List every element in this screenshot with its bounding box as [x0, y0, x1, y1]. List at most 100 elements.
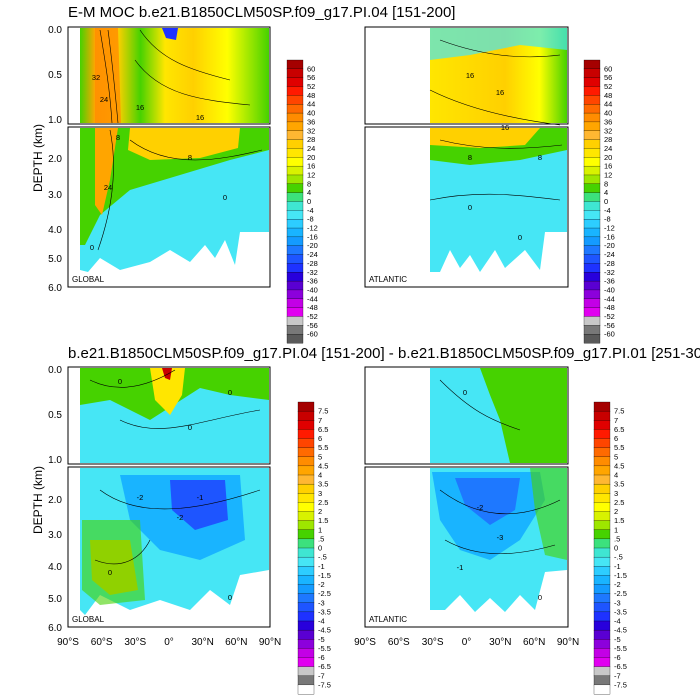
- ylabel-bottom: DEPTH (km): [31, 466, 45, 534]
- contour-line: [439, 379, 521, 431]
- colorbar-swatch: [297, 547, 315, 558]
- axis-ticks: 0.00.51.02.03.04.05.06.00.00.51.02.03.04…: [48, 25, 579, 648]
- colorbar-swatch: [297, 666, 315, 677]
- colorbar-label: 6: [318, 434, 322, 443]
- colorbar-swatch: [297, 483, 315, 494]
- colorbar-label: 5.5: [614, 443, 624, 452]
- colorbar-swatch: [583, 139, 601, 149]
- colorbar-swatch: [286, 121, 304, 132]
- colorbar-swatch: [583, 334, 601, 344]
- colorbar-label: -2.5: [614, 589, 627, 598]
- xtick-label: 0°: [164, 637, 174, 648]
- colorbar-label: -40: [604, 285, 615, 294]
- colorbar-label: -48: [307, 303, 318, 312]
- colorbar-swatch: [593, 420, 611, 430]
- colorbar-swatch: [286, 298, 304, 309]
- contour-label: -1: [457, 563, 464, 572]
- colorbar-swatch: [286, 192, 304, 202]
- contour-line: [119, 409, 261, 429]
- colorbar-swatch: [583, 174, 601, 185]
- colorbar-swatch: [286, 227, 304, 238]
- colorbar-label: 1: [318, 525, 322, 534]
- colorbar-swatch: [286, 112, 304, 123]
- colorbar-swatch: [297, 602, 315, 613]
- contour-label: 32: [92, 73, 100, 82]
- contour-line: [107, 29, 119, 124]
- colorbar-swatch: [593, 438, 611, 449]
- colorbar-swatch: [593, 474, 611, 485]
- colorbar-label: -2: [614, 580, 621, 589]
- atlantic-diff-panel-label: ATLANTIC: [369, 615, 407, 624]
- contour-label: 8: [116, 133, 120, 142]
- colorbar-swatch: [593, 629, 611, 640]
- colorbar-label: 4.5: [614, 461, 624, 470]
- colorbar-label: -1: [614, 562, 621, 571]
- colorbar-label: 3.5: [614, 480, 624, 489]
- colorbar-swatch: [593, 684, 611, 695]
- colorbar-label: 44: [604, 100, 612, 109]
- colorbar-swatch: [593, 401, 611, 412]
- colorbar-label: -16: [604, 232, 615, 241]
- colorbar-label: -1.5: [318, 571, 331, 580]
- colorbar-label: -4.5: [318, 626, 331, 635]
- colorbar-swatch: [583, 254, 601, 264]
- colorbar-swatch: [286, 307, 304, 317]
- global-mean-upper-blue-cell: [162, 28, 178, 40]
- contour-line: [99, 489, 261, 510]
- ytick-label: 2.0: [48, 495, 62, 506]
- colorbar-label: .5: [614, 534, 620, 543]
- colorbar-label: 0: [307, 197, 311, 206]
- atlantic-diff-lower-green: [530, 468, 567, 560]
- colorbar-label: -44: [307, 294, 318, 303]
- contour-line: [429, 89, 561, 126]
- contour-label: 8: [188, 153, 192, 162]
- colorbar-label: -24: [307, 250, 318, 259]
- colorbar-label: -7.5: [614, 680, 627, 689]
- colorbar-label: 0: [318, 544, 322, 553]
- colorbar-label: -36: [604, 277, 615, 286]
- colorbar-swatch: [297, 465, 315, 476]
- colorbar-swatch: [593, 620, 611, 631]
- colorbar-swatch: [297, 401, 315, 412]
- ytick-label: 3.0: [48, 190, 62, 201]
- contour-label: 0: [538, 593, 542, 602]
- colorbar-swatch: [286, 95, 304, 105]
- colorbar-swatch: [286, 334, 304, 344]
- colorbar-swatch: [297, 474, 315, 485]
- colorbar-label: 24: [604, 144, 612, 153]
- colorbar-swatch: [297, 620, 315, 631]
- xtick-label: 60°S: [388, 637, 410, 648]
- colorbar-label: -24: [604, 250, 615, 259]
- xtick-label: 30°S: [124, 637, 146, 648]
- colorbar-label: -1: [318, 562, 325, 571]
- colorbar-swatch: [286, 210, 304, 220]
- contour-label: 16: [466, 71, 474, 80]
- colorbar-swatch: [583, 192, 601, 202]
- ytick-label: 5.0: [48, 254, 62, 265]
- colorbar-label: -8: [604, 215, 611, 224]
- colorbar-label: 0: [604, 197, 608, 206]
- colorbar-label: 28: [604, 135, 612, 144]
- colorbar-swatch: [297, 538, 315, 549]
- colorbar-swatch: [593, 675, 611, 686]
- contour-line: [444, 539, 556, 554]
- colorbar-swatch: [583, 307, 601, 317]
- colorbar-label: -52: [604, 312, 615, 321]
- colorbar-swatch: [286, 139, 304, 149]
- colorbar-label: -12: [307, 224, 318, 233]
- colorbar-swatch: [593, 456, 611, 467]
- colorbar-label: 4.5: [318, 461, 328, 470]
- atlantic-mean-upper-cyan: [430, 28, 567, 60]
- colorbar-swatch: [583, 298, 601, 309]
- colorbar-swatch: [297, 529, 315, 540]
- colorbar-label: 40: [307, 109, 315, 118]
- colorbar-label: -32: [604, 268, 615, 277]
- ytick-label: 2.0: [48, 154, 62, 165]
- colorbar-swatch: [593, 593, 611, 604]
- colorbar-label: 60: [604, 64, 612, 73]
- ylabel-top: DEPTH (km): [31, 124, 45, 192]
- panel-atlantic-difference: ATLANTIC: [364, 366, 569, 628]
- colorbar-swatch: [583, 112, 601, 123]
- global-diff-lower-green: [82, 520, 145, 605]
